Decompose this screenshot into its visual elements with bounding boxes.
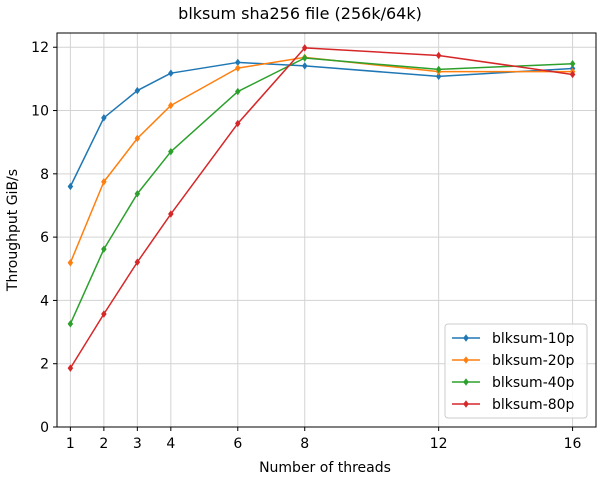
x-tick-label: 2	[99, 436, 108, 452]
grid	[57, 33, 596, 428]
data-point	[168, 147, 174, 156]
x-tick-label: 1	[66, 436, 75, 452]
legend-label: blksum-40p	[492, 375, 575, 391]
legend-box	[444, 323, 588, 419]
x-tick-label: 4	[166, 436, 175, 452]
data-point	[101, 245, 107, 253]
chart-title: blksum sha256 file (256k/64k)	[178, 4, 422, 23]
data-point	[67, 364, 74, 372]
legend: blksum-10p blksum-20p blksum-40p blksum-80p	[444, 323, 588, 419]
x-tick-label: 8	[300, 436, 309, 452]
legend-marker	[463, 356, 469, 364]
data-point	[301, 62, 308, 70]
y-tick-label: 0	[40, 420, 49, 436]
data-point	[301, 44, 308, 52]
data-point	[235, 87, 241, 96]
x-tick-label: 16	[564, 436, 582, 452]
data-point	[235, 64, 241, 72]
data-point	[569, 70, 576, 79]
data-point	[435, 65, 442, 74]
data-point	[134, 134, 141, 143]
legend-item: blksum-10p	[452, 331, 575, 347]
x-tick-label: 3	[133, 436, 142, 452]
data-point	[235, 119, 241, 128]
legend-label: blksum-10p	[492, 331, 575, 347]
data-point	[67, 259, 74, 267]
data-point	[67, 182, 74, 191]
series-blksum-80p	[67, 44, 576, 372]
series-blksum-10p	[67, 58, 576, 191]
data-point	[168, 69, 174, 77]
y-tick-label: 8	[40, 167, 49, 183]
legend-label: blksum-20p	[492, 353, 575, 369]
data-point	[168, 210, 174, 218]
data-point	[435, 72, 442, 81]
data-point	[101, 178, 107, 186]
data-point	[134, 258, 141, 266]
y-axis-label: Throughput GiB/s	[5, 169, 21, 292]
y-tick-label: 10	[31, 104, 49, 120]
y-tick-label: 6	[40, 230, 49, 246]
data-point	[301, 54, 308, 62]
data-point	[569, 59, 576, 68]
legend-item: blksum-20p	[452, 353, 575, 369]
legend-marker	[463, 334, 469, 342]
legend-marker	[463, 400, 469, 408]
series-line	[69, 47, 573, 369]
data-point	[101, 310, 107, 318]
series-layer	[67, 44, 576, 372]
y-tick-label: 4	[40, 293, 49, 309]
x-tick-label: 12	[430, 436, 448, 452]
data-point	[435, 51, 442, 60]
data-point	[101, 114, 107, 122]
series-line	[69, 56, 573, 264]
y-tick-label: 12	[31, 40, 49, 56]
data-point	[134, 86, 141, 95]
legend-item: blksum-40p	[452, 375, 575, 391]
data-point	[67, 320, 74, 328]
series-blksum-20p	[67, 53, 576, 267]
series-line	[69, 61, 573, 187]
series-blksum-40p	[67, 54, 576, 328]
y-tick-label: 2	[40, 357, 49, 373]
legend-marker	[463, 378, 469, 386]
series-line	[69, 57, 573, 325]
x-tick-label: 6	[233, 436, 242, 452]
legend-item: blksum-80p	[452, 397, 575, 413]
x-axis-label: Number of threads	[259, 460, 391, 476]
data-point	[168, 101, 174, 110]
data-point	[134, 190, 141, 198]
plot-frame	[56, 32, 597, 428]
legend-label: blksum-80p	[492, 397, 575, 413]
